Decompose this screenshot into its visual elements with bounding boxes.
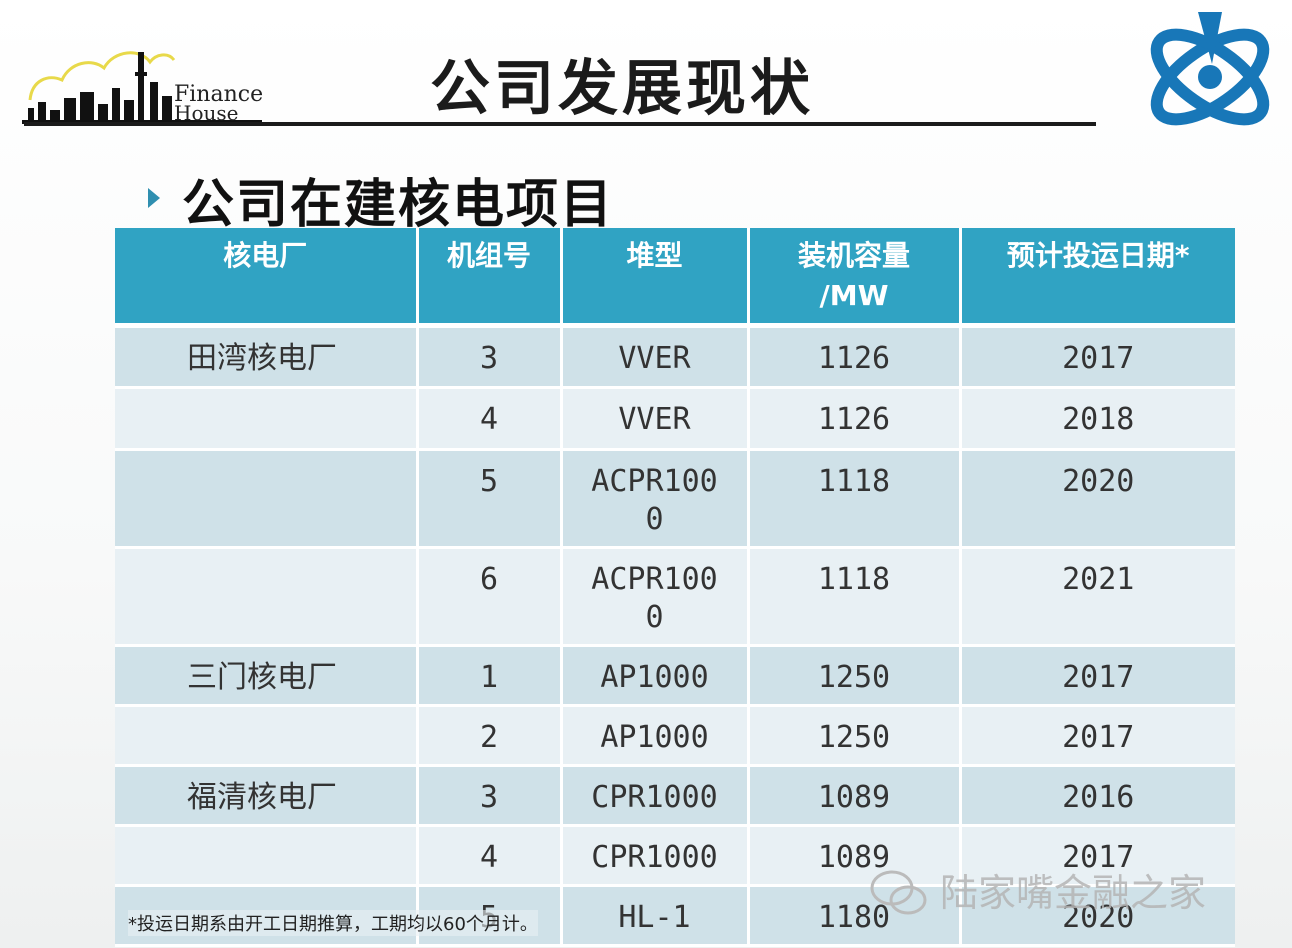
cell-plant: 福清核电厂 (115, 765, 419, 827)
cell-capacity: 1180 (748, 885, 962, 947)
header-capacity: 装机容量 /MW (748, 228, 962, 328)
table-row: 5 ACPR1000 1118 2020 (115, 449, 1235, 549)
footnote: *投运日期系由开工日期推算，工期均以60个月计。 (128, 910, 538, 936)
header-reactor-type: 堆型 (561, 228, 750, 328)
cell-date: 2020 (960, 885, 1235, 947)
table-row: 福清核电厂 3 CPR1000 1089 2016 (115, 765, 1235, 827)
table-row: 2 AP1000 1250 2017 (115, 705, 1235, 767)
cell-plant (115, 705, 419, 767)
cell-reactor-type: ACPR1000 (561, 449, 750, 549)
cell-unit: 1 (417, 645, 563, 707)
cell-capacity: 1250 (748, 645, 962, 707)
cell-reactor-type: VVER (561, 325, 750, 389)
cell-reactor-type: AP1000 (561, 705, 750, 767)
cell-date: 2018 (960, 387, 1235, 451)
cell-capacity: 1118 (748, 547, 962, 647)
cell-capacity: 1089 (748, 765, 962, 827)
title-divider (24, 122, 1096, 126)
cell-plant: 三门核电厂 (115, 645, 419, 707)
cell-capacity: 1126 (748, 387, 962, 451)
cell-date: 2016 (960, 765, 1235, 827)
header-operation-date: 预计投运日期* (960, 228, 1235, 328)
nuclear-atom-logo (1150, 12, 1270, 126)
cell-unit: 5 (417, 449, 563, 549)
table-row: 4 CPR1000 1089 2017 (115, 825, 1235, 887)
cell-capacity: 1250 (748, 705, 962, 767)
cell-unit: 2 (417, 705, 563, 767)
page-title: 公司发展现状 (430, 54, 814, 124)
table-row: 三门核电厂 1 AP1000 1250 2017 (115, 645, 1235, 707)
cell-date: 2020 (960, 449, 1235, 549)
watermark: 陆家嘴金融之家 (940, 871, 1207, 915)
cell-unit: 4 (417, 387, 563, 451)
cell-plant (115, 825, 419, 887)
table-header-row: 核电厂 机组号 堆型 装机容量 /MW 预计投运日期* (115, 228, 1235, 328)
cell-date: 2021 (960, 547, 1235, 647)
cell-plant (115, 449, 419, 549)
logo-wordmark: Finance House (174, 84, 263, 125)
cell-plant: 田湾核电厂 (115, 325, 419, 389)
cell-reactor-type: AP1000 (561, 645, 750, 707)
table-row: 4 VVER 1126 2018 (115, 387, 1235, 451)
cell-reactor-type: HL-1 (561, 885, 750, 947)
cell-reactor-type: ACPR1000 (561, 547, 750, 647)
cell-unit: 3 (417, 325, 563, 389)
table-row: 6 ACPR1000 1118 2021 (115, 547, 1235, 647)
cell-date: 2017 (960, 325, 1235, 389)
logo-line-1: Finance (174, 82, 264, 107)
header-unit: 机组号 (417, 228, 563, 328)
cell-capacity: 1089 (748, 825, 962, 887)
cell-reactor-type: CPR1000 (561, 765, 750, 827)
section-subtitle: 公司在建核电项目 (182, 175, 615, 235)
cell-plant (115, 547, 419, 647)
logo-line-2: House (174, 101, 239, 125)
cell-capacity: 1126 (748, 325, 962, 389)
cell-plant (115, 387, 419, 451)
cell-date: 2017 (960, 645, 1235, 707)
cell-date: 2017 (960, 705, 1235, 767)
bullet-arrow-icon (148, 188, 160, 208)
cell-reactor-type: CPR1000 (561, 825, 750, 887)
cell-unit: 6 (417, 547, 563, 647)
header-plant: 核电厂 (115, 228, 419, 328)
nuclear-projects-table: 核电厂 机组号 堆型 装机容量 /MW 预计投运日期* 田湾核电厂 3 VVER… (115, 228, 1235, 947)
table-row: 田湾核电厂 3 VVER 1126 2017 (115, 325, 1235, 389)
cell-reactor-type: VVER (561, 387, 750, 451)
wechat-icon (870, 870, 927, 915)
cell-unit: 4 (417, 825, 563, 887)
cell-date: 2017 (960, 825, 1235, 887)
cell-capacity: 1118 (748, 449, 962, 549)
cell-unit: 3 (417, 765, 563, 827)
